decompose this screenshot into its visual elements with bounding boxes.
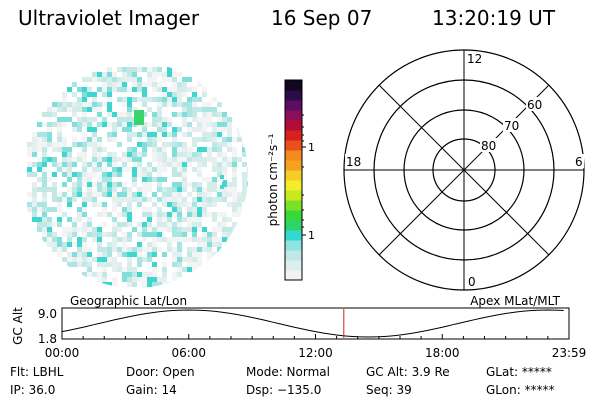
dsp-status: Dsp: −135.0 [246,383,322,397]
auroral-image [27,67,248,288]
door-status: Door: Open [126,365,195,379]
instrument-title: Ultraviolet Imager [18,6,200,30]
mode-status: Mode: Normal [246,365,330,379]
seq-status: Seq: 39 [366,383,412,397]
filter-status: Flt: LBHL [10,365,64,379]
glat-status: GLat: ***** [486,365,552,379]
image-date: 16 Sep 07 [271,6,373,30]
gain-status: Gain: 14 [126,383,177,397]
colorbar-unit-label: photon cm⁻²s⁻¹ [266,133,280,226]
ip-status: IP: 36.0 [10,383,56,397]
lat-label-80: 80 [481,139,496,153]
altplot-xtick-label: 00:00 [45,346,80,360]
altplot-ytick-bottom: 1.8 [38,332,57,346]
image-time: 13:20:19 UT [432,6,556,30]
altitude-curve [61,309,564,338]
colorbar-gradient [285,80,302,281]
gc-alt-status: GC Alt: 3.9 Re [366,365,450,379]
lat-label-70: 70 [504,119,519,133]
intensity-colorbar: 100 10 photon cm⁻²s⁻¹ [266,79,315,281]
polar-mlt-grid: 12 0 18 6 80 70 60 [343,49,585,291]
altplot-xtick-label: 12:00 [298,346,333,360]
altplot-ylabel: GC Alt [11,307,25,345]
lat-label-60: 60 [527,98,542,112]
colorbar-tick-label: 10 [308,229,315,242]
geographic-latlon-label: Geographic Lat/Lon [70,294,187,308]
colorbar-tick-label: 100 [308,141,315,154]
altplot-xtick-label: 06:00 [171,346,206,360]
altplot-ytick-top: 9.0 [38,307,57,321]
altplot-xtick-label: 18:00 [425,346,460,360]
mlt-label-12: 12 [467,52,482,66]
gc-altitude-plot: GC Alt 9.0 1.8 Geographic Lat/Lon Apex M… [11,294,587,360]
apex-mlat-mlt-label: Apex MLat/MLT [470,294,560,308]
mlt-label-0: 0 [468,275,476,289]
altplot-xtick-label: 23:59 [552,346,587,360]
mlt-label-18: 18 [346,155,361,169]
mlt-label-6: 6 [575,155,583,169]
glon-status: GLon: ***** [486,383,555,397]
